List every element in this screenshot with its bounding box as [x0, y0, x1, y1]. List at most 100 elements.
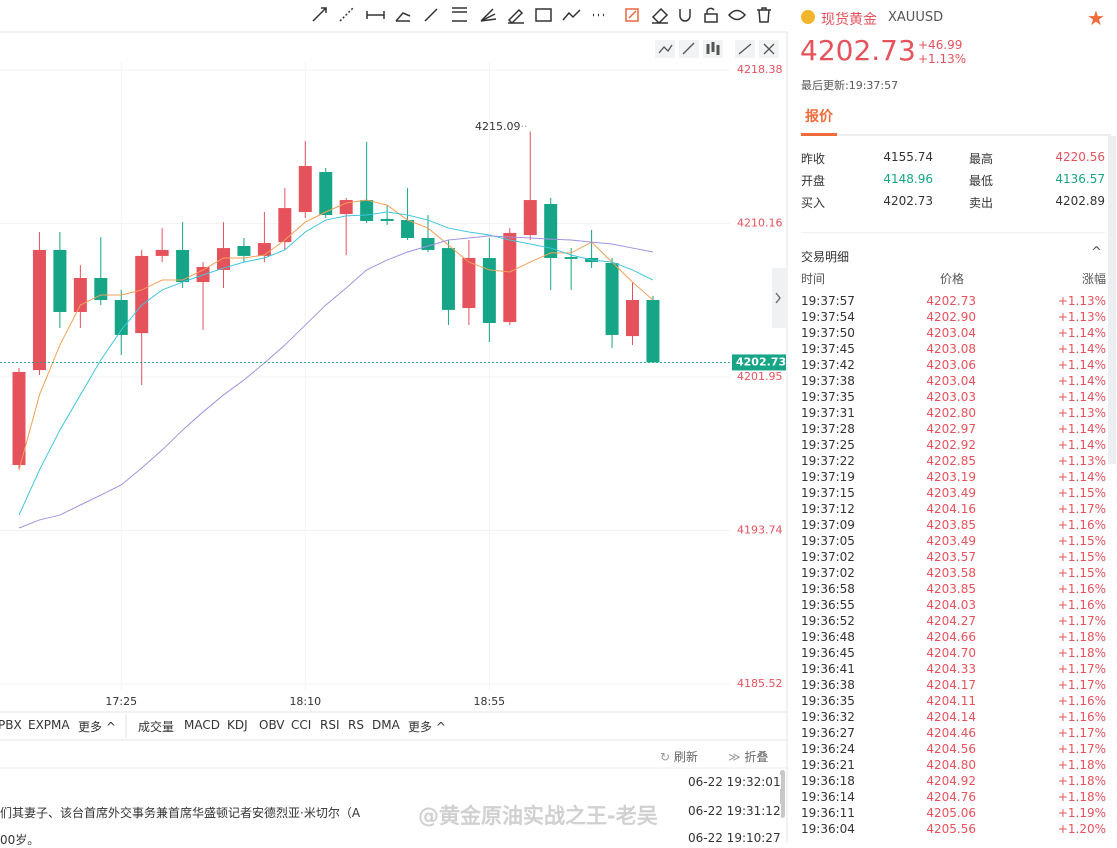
x-tick-label: 18:55: [473, 695, 505, 708]
sub-indicator-tab[interactable]: RS: [348, 718, 364, 732]
trade-time: 19:37:02: [801, 566, 855, 580]
trade-price: 4204.46: [926, 726, 976, 740]
trade-price: 4204.03: [926, 598, 976, 612]
x-tick-label: 17:25: [105, 695, 137, 708]
favorite-star[interactable]: ★: [1087, 6, 1105, 30]
tool-fib[interactable]: [452, 7, 467, 22]
caret: ^: [105, 720, 116, 734]
trade-time: 19:37:28: [801, 422, 855, 436]
tool-eraser[interactable]: [651, 7, 669, 25]
trade-time: 19:36:24: [801, 742, 855, 756]
trade-row: 19:37:09 4203.85 +1.16%: [801, 518, 1106, 534]
tool-fan[interactable]: [480, 8, 497, 22]
trade-price: 4204.14: [926, 710, 976, 724]
sub-indicator-tab[interactable]: DMA: [372, 718, 400, 732]
icon-close: [763, 43, 775, 55]
update-time: 最后更新:19:37:57: [801, 79, 899, 92]
trade-price: 4203.58: [926, 566, 976, 580]
sub-indicator-tab[interactable]: OBV: [259, 718, 285, 732]
refresh-button[interactable]: ↻ 刷新: [660, 750, 698, 764]
tool-eye[interactable]: [727, 9, 747, 21]
quote-tab[interactable]: 报价: [805, 109, 833, 125]
candle-body: [605, 263, 619, 335]
trade-change: +1.18%: [1057, 630, 1106, 644]
trade-row: 19:36:41 4204.33 +1.17%: [801, 662, 1106, 678]
btn-draw[interactable]: [679, 40, 699, 58]
trade-price: 4203.85: [926, 582, 976, 596]
trade-change: +1.13%: [1057, 406, 1106, 420]
tool-arrow[interactable]: [312, 7, 327, 22]
news-scrollbar[interactable]: [780, 770, 785, 818]
tool-edit[interactable]: [625, 8, 639, 22]
trade-row: 19:37:22 4202.85 +1.13%: [801, 454, 1106, 470]
trade-row: 19:37:25 4202.92 +1.14%: [801, 438, 1106, 454]
trade-time: 19:37:38: [801, 374, 855, 388]
trade-time: 19:37:42: [801, 358, 855, 372]
candle-body: [626, 300, 639, 337]
trade-price: 4204.70: [926, 646, 976, 660]
tool-segment[interactable]: [424, 8, 438, 22]
sub-indicator-tab[interactable]: 更多 ^: [408, 720, 446, 734]
candle-body: [176, 249, 190, 283]
candle-body: [564, 257, 578, 259]
tool-polyline[interactable]: [395, 12, 411, 22]
tool-image[interactable]: [535, 8, 552, 22]
indicator-tab[interactable]: 更多 ^: [78, 720, 116, 734]
trade-row: 19:36:24 4204.56 +1.17%: [801, 742, 1106, 758]
trade-change: +1.16%: [1057, 518, 1106, 532]
chart-controls[interactable]: [655, 40, 779, 58]
news-time: 06-22 19:32:01: [688, 775, 781, 789]
trade-change: +1.16%: [1057, 694, 1106, 708]
candle-body: [360, 200, 374, 221]
trade-price: 4202.73: [926, 294, 976, 308]
sub-indicator-tab[interactable]: 成交量: [138, 720, 175, 734]
icon-expand: [738, 43, 752, 55]
section-divider: [801, 232, 1105, 233]
tool-magnet[interactable]: [679, 9, 691, 22]
indicator-tab[interactable]: EXPMA: [28, 718, 70, 732]
candle-body: [401, 220, 415, 238]
sub-indicator-tab[interactable]: RSI: [320, 718, 340, 732]
column-header: 价格: [939, 272, 964, 286]
trade-time: 19:37:05: [801, 534, 855, 548]
column-header: 时间: [801, 272, 826, 286]
trade-row: 19:36:32 4204.14 +1.16%: [801, 710, 1106, 726]
trade-row: 19:36:35 4204.11 +1.16%: [801, 694, 1106, 710]
trade-time: 19:36:55: [801, 598, 855, 612]
trade-row: 19:37:19 4203.19 +1.14%: [801, 470, 1106, 486]
trade-price: 4204.33: [926, 662, 976, 676]
field-label: 昨收: [801, 152, 826, 166]
trade-row: 19:37:05 4203.49 +1.15%: [801, 534, 1106, 550]
plot: 4218.38 4210.16 4201.95 4193.74 4185.52 17:25…: [0, 62, 786, 708]
panel-scrollbar[interactable]: [1108, 136, 1116, 464]
trade-change: +1.14%: [1057, 326, 1106, 340]
trade-row: 19:37:35 4203.03 +1.14%: [801, 390, 1106, 406]
trade-time: 19:36:45: [801, 646, 855, 660]
field-value: 4220.56: [1055, 150, 1105, 164]
tool-lock[interactable]: [704, 7, 718, 23]
sub-indicator-tab[interactable]: KDJ: [227, 718, 248, 732]
side-toggle[interactable]: [772, 268, 786, 328]
trade-price: 4204.11: [926, 694, 976, 708]
tool-ray[interactable]: [339, 7, 354, 22]
indicator-tab[interactable]: PBX: [0, 718, 22, 732]
drawing-tools[interactable]: [312, 7, 771, 25]
sub-indicator-tab[interactable]: CCI: [291, 718, 312, 732]
tool-hline[interactable]: [366, 11, 385, 19]
trade-price: 4203.49: [926, 486, 976, 500]
y-tick-label: 4185.52: [737, 677, 783, 690]
trade-price: 4203.19: [926, 470, 976, 484]
instrument-name: 现货黄金: [821, 12, 877, 28]
trade-time: 19:37:09: [801, 518, 855, 532]
trades-collapse[interactable]: ^: [1091, 245, 1102, 260]
btn-line[interactable]: [655, 40, 675, 58]
collapse-button[interactable]: ≫ 折叠: [728, 750, 769, 764]
trade-time: 19:37:25: [801, 438, 855, 452]
tool-delete[interactable]: [757, 7, 771, 23]
tool-trend[interactable]: [562, 9, 581, 21]
sub-indicator-tab[interactable]: MACD: [184, 718, 220, 732]
trade-change: +1.17%: [1057, 662, 1106, 676]
tool-pen[interactable]: [507, 8, 524, 25]
refresh-label: 刷新: [673, 750, 698, 764]
high-annotation: 4215.09: [475, 120, 521, 133]
